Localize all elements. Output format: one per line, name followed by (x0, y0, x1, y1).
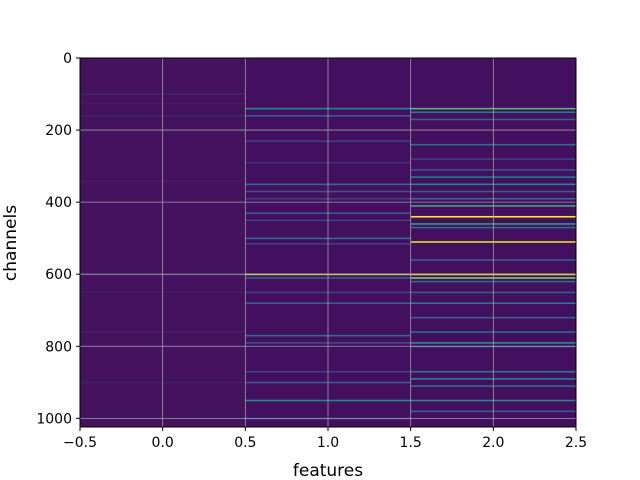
y-tick-label: 400 (45, 195, 72, 211)
x-tick-label: 0.0 (152, 435, 174, 451)
x-tick-label: 0.5 (234, 435, 256, 451)
y-tick-label: 1000 (36, 411, 72, 427)
y-tick-label: 800 (45, 339, 72, 355)
y-tick-label: 0 (63, 51, 72, 67)
x-tick-label: 2.0 (482, 435, 504, 451)
plot-area (80, 58, 576, 427)
x-axis-label: features (293, 461, 363, 480)
x-tick-label: −0.5 (63, 435, 97, 451)
x-axis-ticks: −0.5 0.0 0.5 1.0 1.5 2.0 2.5 (63, 427, 587, 451)
y-axis-ticks: 0 200 400 600 800 1000 (36, 51, 80, 427)
y-tick-label: 200 (45, 123, 72, 139)
x-tick-label: 2.5 (565, 435, 587, 451)
grid-lines (80, 58, 576, 427)
x-tick-label: 1.5 (400, 435, 422, 451)
x-tick-label: 1.0 (317, 435, 339, 451)
y-axis-label: channels (1, 205, 21, 281)
y-tick-label: 600 (45, 267, 72, 283)
